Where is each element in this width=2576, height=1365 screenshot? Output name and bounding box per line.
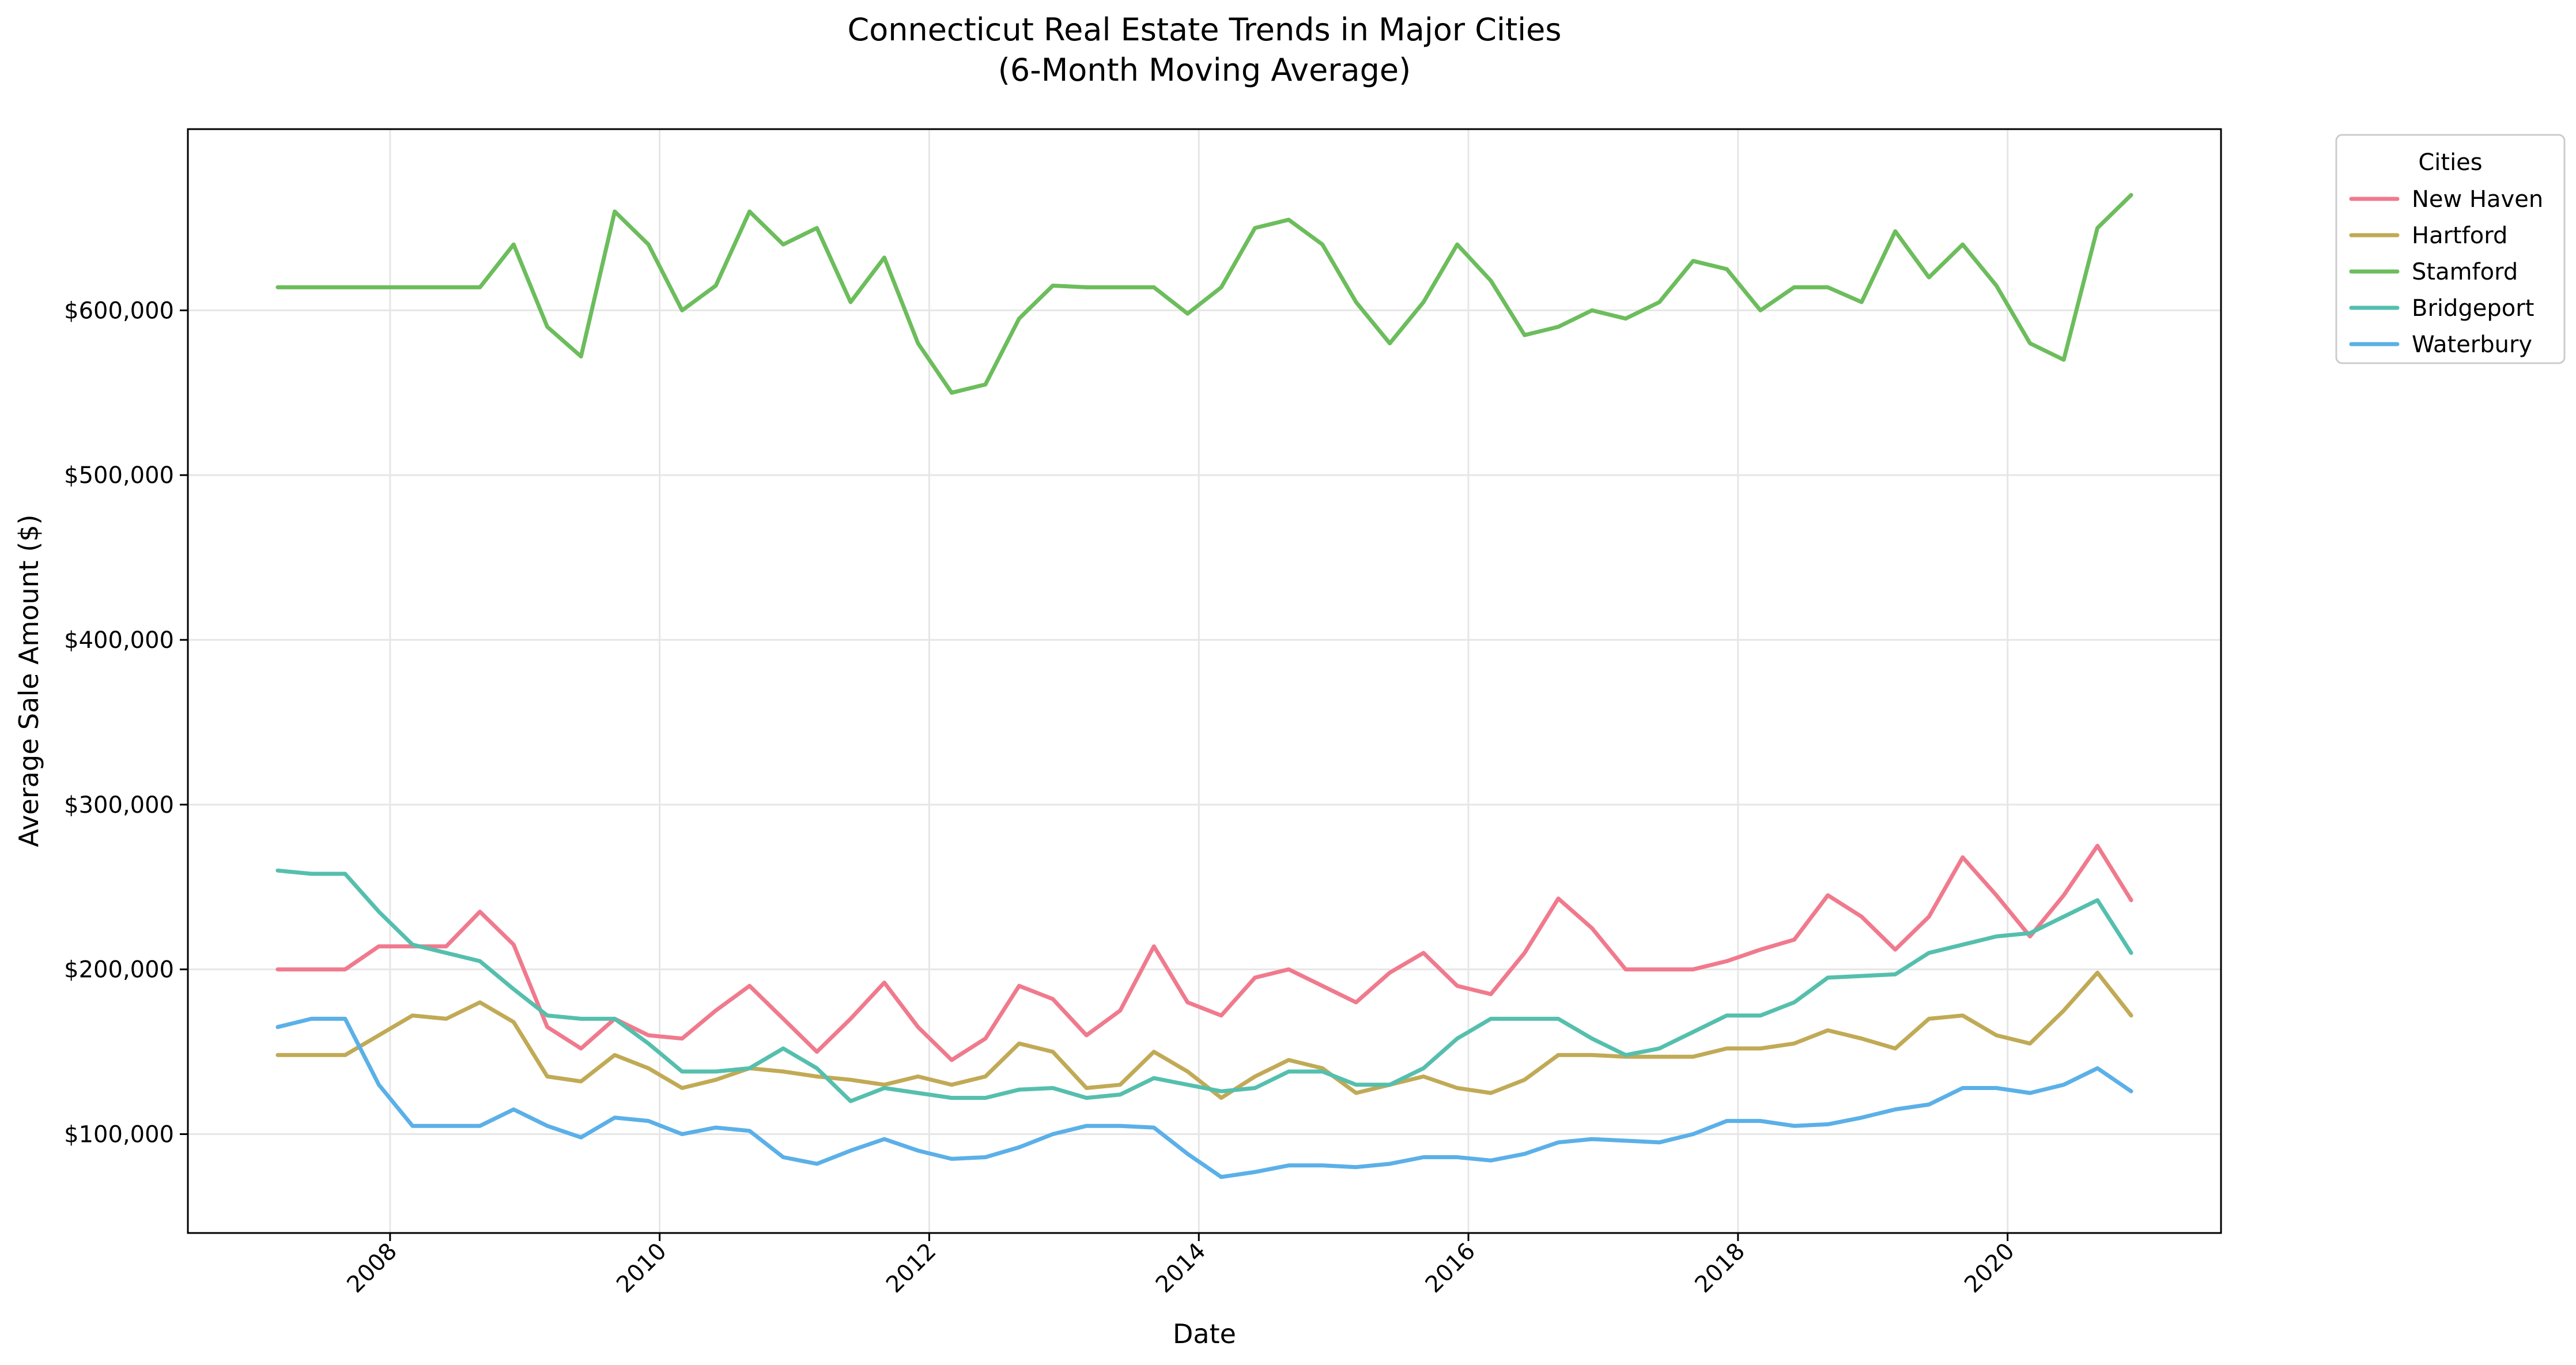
series-line-hartford [275,970,2133,1100]
y-axis-label: Average Sale Amount ($) [13,514,44,847]
y-tick-label: $100,000 [64,1122,174,1148]
legend-label-stamford: Stamford [2412,259,2518,285]
legend-label-bridgeport: Bridgeport [2412,295,2534,322]
chart-title: Connecticut Real Estate Trends in Major … [848,12,1562,48]
chart-subtitle: (6-Month Moving Average) [998,52,1411,88]
legend: Cities New Haven Hartford Stamford Bridgepo… [2335,134,2566,364]
y-tick-label: $300,000 [64,792,174,819]
y-axis: $100,000 $200,000 $300,000 $400,000 $500,000… [64,297,188,1148]
legend-label-waterbury: Waterbury [2412,331,2532,358]
legend-items: New Haven Hartford Stamford Bridgeport Water… [2349,186,2543,358]
series-line-new-haven [275,843,2133,1062]
legend-label-hartford: Hartford [2412,223,2507,249]
y-tick-label: $200,000 [64,957,174,983]
plot-lines [275,193,2133,1179]
gridlines [188,129,2221,1233]
y-tick-label: $400,000 [64,627,174,654]
series-line-bridgeport [275,868,2133,1103]
legend-label-new-haven: New Haven [2412,186,2543,213]
y-tick-label: $500,000 [64,462,174,489]
x-axis-label: Date [1173,1318,1236,1349]
legend-title: Cities [2418,149,2482,176]
plot-area-frame [187,128,2222,1234]
y-tick-label: $600,000 [64,297,174,324]
series-line-stamford [275,193,2133,395]
series-line-waterbury [275,1016,2133,1179]
